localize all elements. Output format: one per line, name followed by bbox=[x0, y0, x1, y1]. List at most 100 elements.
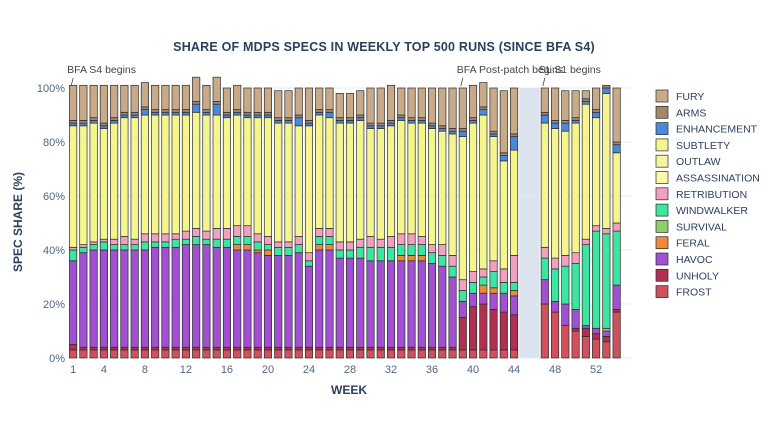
bar-segment bbox=[151, 349, 160, 359]
bar-segment bbox=[69, 125, 78, 248]
bar-segment bbox=[571, 263, 580, 310]
bar-segment bbox=[69, 260, 78, 345]
bar-segment bbox=[345, 349, 355, 359]
y-tick-label: 100% bbox=[37, 83, 65, 95]
bar-segment bbox=[448, 133, 457, 256]
bar-segment bbox=[612, 284, 621, 310]
bar-segment bbox=[315, 236, 324, 245]
bar-segment bbox=[417, 117, 426, 121]
bar-segment bbox=[181, 346, 190, 351]
bar-segment bbox=[69, 249, 78, 262]
bar-segment bbox=[243, 111, 252, 116]
bar-segment bbox=[551, 87, 560, 121]
bar-segment bbox=[304, 346, 314, 351]
bar-segment bbox=[458, 128, 467, 132]
y-tick-label: 60% bbox=[43, 191, 65, 203]
bar-segment bbox=[489, 260, 498, 272]
bar-segment bbox=[581, 101, 590, 105]
bar-segment bbox=[366, 260, 375, 348]
bar-segment bbox=[581, 90, 590, 100]
bar-segment bbox=[602, 336, 611, 343]
bar-segment bbox=[448, 265, 457, 278]
bar-segment bbox=[458, 317, 467, 351]
bar-segment bbox=[233, 111, 242, 116]
bar-segment bbox=[499, 90, 508, 154]
bar-segment bbox=[438, 125, 447, 129]
bar-segment bbox=[79, 244, 88, 248]
bar-segment bbox=[571, 117, 580, 121]
bar-segment bbox=[417, 260, 426, 348]
bar-segment bbox=[79, 125, 88, 245]
bar-segment bbox=[233, 249, 242, 348]
bar-segment bbox=[397, 244, 406, 256]
bar-segment bbox=[407, 255, 416, 262]
bar-segment bbox=[427, 122, 437, 127]
bar-segment bbox=[222, 238, 231, 248]
bar-segment bbox=[284, 246, 293, 256]
bar-segment bbox=[294, 236, 303, 245]
bar-segment bbox=[386, 120, 396, 124]
bar-segment bbox=[151, 233, 160, 243]
bar-segment bbox=[140, 346, 149, 351]
bar-segment bbox=[243, 87, 252, 113]
bar-segment bbox=[499, 349, 508, 359]
bar-segment bbox=[356, 117, 365, 121]
bar-segment bbox=[171, 349, 180, 359]
bar-segment bbox=[469, 117, 478, 121]
annotation-label: BFA Post-patch begins bbox=[457, 64, 563, 76]
bar-segment bbox=[99, 125, 108, 129]
bar-segment bbox=[592, 117, 601, 227]
bar-segment bbox=[325, 236, 334, 245]
bar-segment bbox=[356, 246, 365, 259]
bar-segment bbox=[335, 349, 344, 359]
bar-segment bbox=[345, 117, 355, 121]
bar-segment bbox=[510, 136, 519, 151]
bar-segment bbox=[417, 236, 426, 245]
bar-segment bbox=[571, 252, 580, 264]
bar-segment bbox=[263, 244, 272, 251]
bar-segment bbox=[181, 238, 190, 245]
bar-segment bbox=[130, 111, 139, 116]
bar-segment bbox=[325, 117, 334, 229]
bar-segment bbox=[612, 144, 621, 154]
bar-segment bbox=[79, 346, 88, 351]
bar-segment bbox=[181, 114, 190, 232]
bar-segment bbox=[99, 241, 108, 251]
bar-segment bbox=[510, 349, 519, 359]
bar-segment bbox=[602, 87, 611, 94]
bar-segment bbox=[571, 122, 580, 254]
bar-segment bbox=[315, 114, 324, 229]
legend-swatch bbox=[655, 138, 669, 152]
bar-segment bbox=[376, 349, 385, 359]
bar-segment bbox=[192, 346, 201, 351]
bar-segment bbox=[181, 230, 190, 240]
bar-segment bbox=[438, 265, 447, 348]
bar-segment bbox=[263, 349, 272, 359]
bar-segment bbox=[386, 260, 396, 348]
bar-segment bbox=[417, 244, 426, 256]
bar-segment bbox=[592, 338, 601, 359]
legend-label: ASSASSINATION bbox=[676, 173, 760, 185]
bar-segment bbox=[366, 346, 375, 351]
legend-label: ENHANCEMENT bbox=[676, 124, 758, 136]
bar-segment bbox=[222, 87, 231, 113]
bar-segment bbox=[438, 349, 447, 359]
bar-segment bbox=[571, 330, 580, 359]
bar-segment bbox=[448, 255, 457, 267]
bar-segment bbox=[151, 84, 160, 110]
bar-segment bbox=[212, 103, 221, 116]
bar-segment bbox=[612, 311, 621, 359]
bar-segment bbox=[335, 122, 344, 243]
bar-segment bbox=[448, 87, 457, 129]
annotation-line bbox=[70, 77, 74, 87]
bar-segment bbox=[202, 84, 211, 110]
bar-segment bbox=[581, 238, 590, 245]
bar-segment bbox=[253, 114, 262, 119]
bar-segment bbox=[366, 125, 375, 129]
bar-segment bbox=[171, 111, 180, 116]
bar-segment bbox=[427, 346, 437, 351]
bar-segment bbox=[602, 233, 611, 329]
bar-segment bbox=[479, 106, 488, 110]
bar-segment bbox=[345, 257, 355, 348]
bar-segment bbox=[120, 346, 129, 351]
